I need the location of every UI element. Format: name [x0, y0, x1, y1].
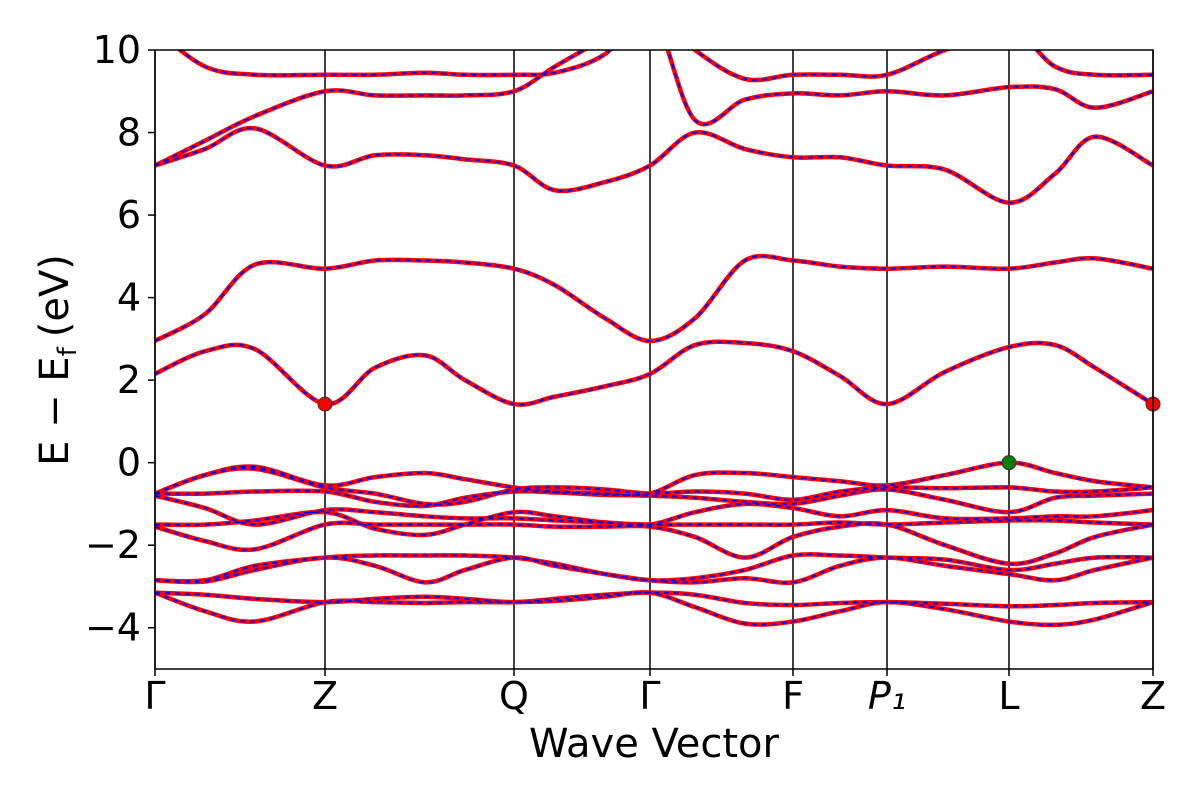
- y-tick-label: −2: [85, 523, 141, 567]
- band-line-dashed: [155, 494, 1153, 527]
- band-line: [155, 590, 1153, 628]
- band-line: [155, 466, 1153, 507]
- band-line-dashed: [155, 461, 1153, 497]
- y-tick-label: 2: [117, 358, 141, 402]
- band-line: [155, 590, 1153, 609]
- x-tick-label: F: [782, 674, 804, 718]
- y-axis-label-unit: (eV): [32, 254, 78, 337]
- band-line-dashed: [155, 50, 1153, 167]
- band-line-dashed: [155, 127, 1153, 204]
- x-tick-label: Γ: [639, 674, 660, 718]
- band-line-dashed: [155, 340, 1153, 406]
- plot-area: [155, 50, 1153, 628]
- band-line: [176, 50, 1153, 83]
- band-line-dashed: [155, 254, 1153, 342]
- y-tick-label: 6: [117, 193, 141, 237]
- band-line: [155, 552, 1153, 584]
- y-tick-label: 8: [117, 111, 141, 155]
- x-tick-label: Γ: [144, 674, 165, 718]
- y-tick-label: 10: [93, 28, 141, 72]
- band-edge-point: [317, 396, 333, 412]
- x-tick-label: Z: [1140, 674, 1166, 718]
- y-tick-label: 4: [117, 276, 141, 320]
- band-line-dashed: [155, 556, 1153, 584]
- band-line-dashed: [155, 521, 1153, 565]
- y-tick-label: −4: [85, 606, 141, 650]
- band-line-dashed: [155, 553, 1153, 583]
- band-edge-point: [1001, 455, 1017, 471]
- y-tick-label: 0: [117, 441, 141, 485]
- x-tick-label: P₁: [868, 674, 906, 718]
- plot-frame: [154, 49, 1154, 670]
- y-axis-label-sub: f: [53, 346, 83, 356]
- band-line: [155, 126, 1153, 205]
- y-axis-label-main: E − E: [32, 356, 78, 466]
- band-line: [155, 339, 1153, 407]
- x-tick-label: Q: [499, 674, 529, 718]
- x-tick-label: L: [998, 674, 1019, 718]
- band-line-dashed: [155, 488, 1153, 514]
- x-tick-label: Z: [312, 674, 338, 718]
- band-line-dashed: [155, 591, 1153, 626]
- band-line-dashed: [178, 50, 1153, 82]
- x-axis-label: Wave Vector: [529, 721, 780, 767]
- band-line-dashed: [155, 591, 1153, 608]
- y-axis-label: E − Ef (eV): [32, 254, 83, 466]
- band-line: [155, 50, 1153, 168]
